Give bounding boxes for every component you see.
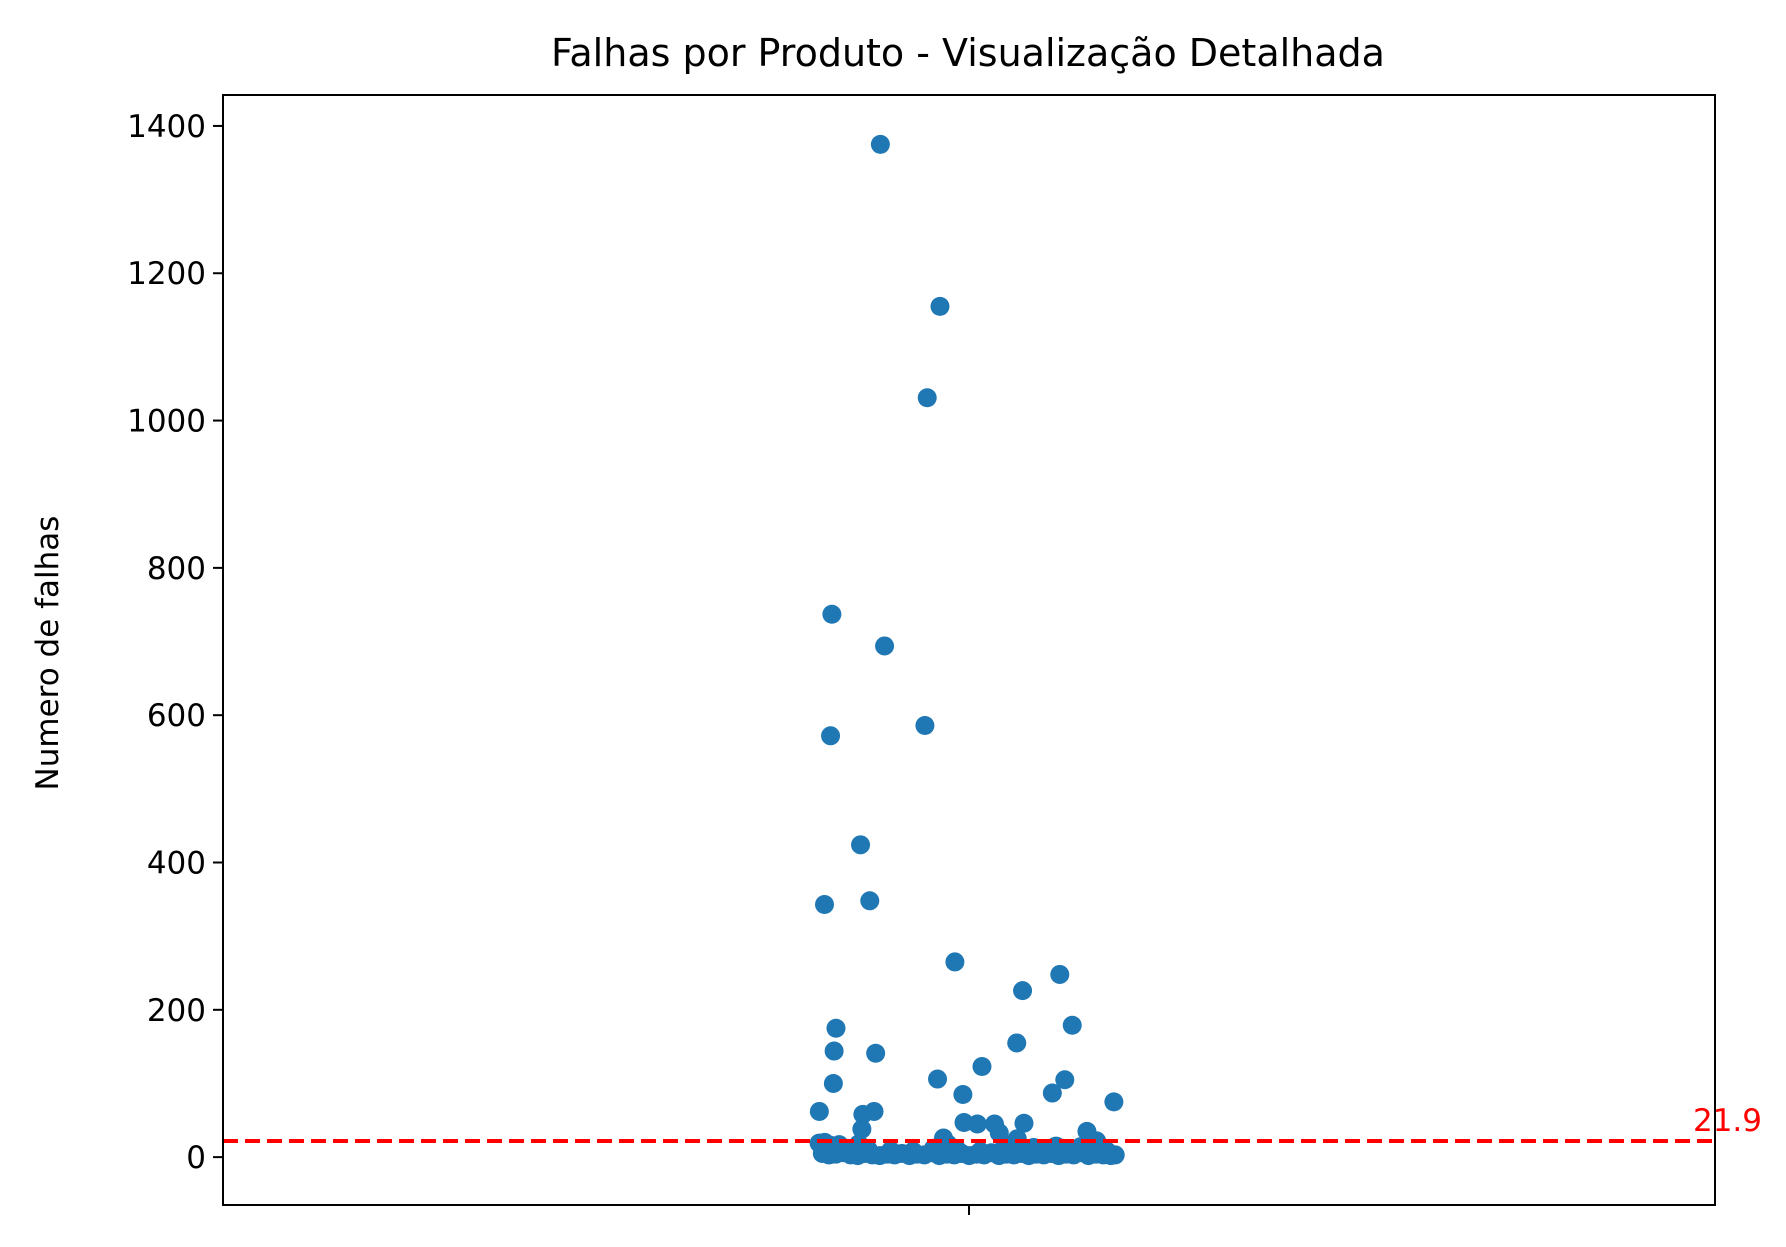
data-point: [1104, 1092, 1124, 1112]
data-point: [970, 1141, 990, 1161]
data-point: [1014, 1113, 1034, 1133]
data-points: [809, 134, 1125, 1166]
y-tick-label: 1400: [127, 109, 206, 145]
data-point: [993, 1140, 1013, 1160]
data-point: [917, 388, 937, 408]
data-point: [928, 1069, 948, 1089]
data-point: [972, 1057, 992, 1077]
mean-reference-label: 21.9: [1693, 1103, 1762, 1139]
data-point: [925, 1140, 945, 1160]
data-point: [858, 1140, 878, 1160]
data-point: [843, 1141, 863, 1161]
y-tick-label: 400: [147, 845, 206, 881]
data-point: [953, 1085, 973, 1105]
y-axis-label: Numero de falhas: [30, 516, 66, 791]
data-point: [1062, 1015, 1082, 1035]
y-tick-label: 600: [147, 698, 206, 734]
data-point: [915, 715, 935, 735]
data-point: [851, 835, 871, 855]
data-point: [1055, 1070, 1075, 1090]
data-point: [1060, 1140, 1080, 1160]
data-point: [875, 636, 895, 656]
data-point: [870, 134, 890, 154]
data-point: [809, 1101, 829, 1121]
data-point: [930, 296, 950, 316]
y-tick-label: 0: [186, 1140, 206, 1176]
data-point: [948, 1140, 968, 1160]
data-point: [1097, 1141, 1117, 1161]
data-point: [1082, 1140, 1102, 1160]
y-axis: 0 200 400 600 800 1000 1200 1400: [127, 109, 223, 1176]
data-point: [852, 1119, 872, 1139]
data-point: [1013, 981, 1033, 1001]
data-point: [1037, 1141, 1057, 1161]
data-point: [903, 1141, 923, 1161]
data-point: [1042, 1083, 1062, 1103]
data-point: [881, 1140, 901, 1160]
data-point: [1007, 1033, 1027, 1053]
chart-title: Falhas por Produto - Visualização Detalh…: [551, 31, 1385, 75]
data-point: [1015, 1140, 1035, 1160]
y-tick-label: 800: [147, 551, 206, 587]
y-tick-label: 1200: [127, 256, 206, 292]
y-tick-label: 200: [147, 993, 206, 1029]
data-point: [821, 726, 841, 746]
data-point: [945, 952, 965, 972]
plot-frame: [222, 94, 1716, 1206]
y-tick-label: 1000: [127, 404, 206, 440]
data-point: [822, 604, 842, 624]
data-point: [826, 1018, 846, 1038]
data-point: [866, 1043, 886, 1063]
data-point: [864, 1101, 884, 1121]
data-point: [823, 1073, 843, 1093]
data-point: [824, 1041, 844, 1061]
data-point: [967, 1114, 987, 1134]
data-point: [814, 894, 834, 914]
data-point: [860, 891, 880, 911]
data-point: [1050, 964, 1070, 984]
